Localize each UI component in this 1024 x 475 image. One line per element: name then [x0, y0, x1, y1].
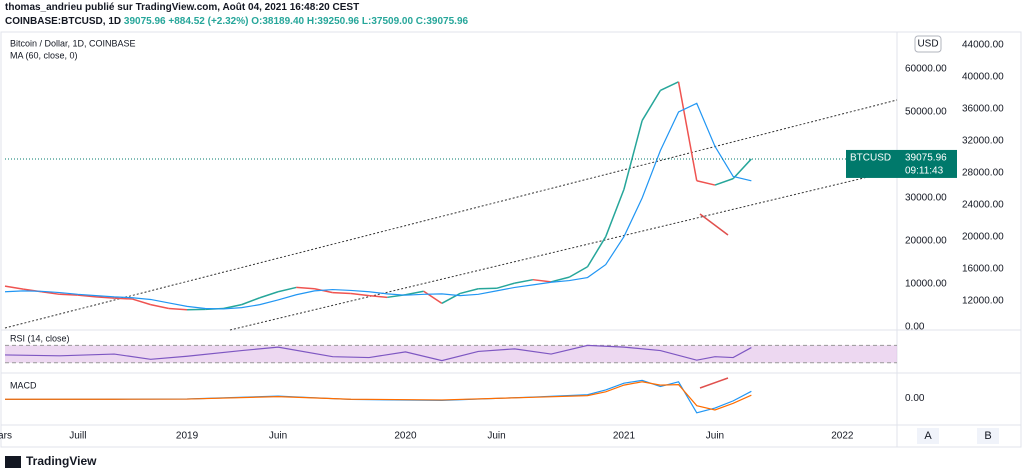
pane-title: RSI (14, close) [10, 333, 70, 343]
price-segment [114, 297, 133, 300]
y2-tick-label: 36000.00 [962, 104, 1004, 115]
x-tick-label: Juill [69, 431, 86, 442]
symbol: COINBASE:BTCUSD, 1D [5, 16, 122, 27]
price-segment [95, 296, 115, 299]
x-tick-label: 2020 [394, 431, 417, 442]
x-tick-label: 2019 [176, 431, 199, 442]
series-line [4, 344, 752, 362]
pane-title: MACD [10, 380, 37, 390]
price-segment [496, 282, 515, 290]
y2-tick-label: 12000.00 [962, 296, 1004, 307]
price-segment [223, 303, 242, 310]
price-segment [532, 278, 552, 283]
rsi-band [5, 345, 897, 363]
y-tick-label: 0.00 [905, 322, 925, 333]
channel-line [4, 99, 898, 329]
x-tick-label: 2022 [831, 431, 854, 442]
y-tick-label: 50000.00 [905, 107, 947, 118]
channel-line [229, 169, 898, 331]
x-tick-label: Juin [269, 431, 287, 442]
series-line [4, 379, 752, 414]
y2-tick-label: 20000.00 [962, 232, 1004, 243]
price-segment [168, 307, 188, 311]
y-tick-label: 60000.00 [905, 64, 947, 75]
price-segment [568, 266, 588, 278]
logo-icon [5, 456, 21, 468]
price-segment [423, 290, 443, 304]
y2-tick-label: 40000.00 [962, 72, 1004, 83]
x-tick-label: ars [0, 431, 12, 442]
price-segment [369, 294, 388, 299]
price-segment [459, 287, 479, 295]
series-line [4, 102, 752, 310]
y2-tick-label: 16000.00 [962, 264, 1004, 275]
ohlc: O:38189.40 H:39250.96 L:37509.00 C:39075… [251, 16, 469, 27]
price-segment [77, 294, 97, 298]
price-tag-value: 39075.96 [905, 153, 947, 164]
button-label[interactable]: B [984, 430, 991, 442]
price-segment [660, 81, 679, 92]
price-segment [405, 290, 424, 296]
price-segment [59, 293, 78, 296]
currency-box [914, 35, 942, 53]
price-segment [241, 297, 261, 306]
y-tick-label: 10000.00 [905, 279, 947, 290]
price-segment [41, 290, 60, 296]
y-tick-label: 30000.00 [905, 193, 947, 204]
x-tick-label: 2021 [613, 431, 636, 442]
price-tag [846, 149, 957, 178]
logo: TradingView [26, 454, 97, 468]
price-segment [586, 236, 607, 268]
price-segment [677, 81, 698, 181]
price-segment [641, 90, 661, 121]
price-tag-countdown: 09:11:43 [905, 166, 944, 177]
price-segment [132, 298, 151, 306]
arrow [699, 377, 729, 389]
price-segment [259, 291, 279, 299]
y2-tick-label: 24000.00 [962, 200, 1004, 211]
last: 39075.96 [123, 16, 166, 27]
price-segment [296, 286, 315, 290]
price-segment [605, 189, 625, 237]
change: +884.52 (+2.32%) [168, 16, 249, 27]
price-segment [732, 158, 752, 180]
button-label[interactable]: A [924, 430, 932, 442]
price-segment [150, 303, 169, 310]
arrow [699, 213, 729, 236]
y2-tick-label: 44000.00 [962, 40, 1004, 51]
author-line: thomas_andrieu publié sur TradingView.co… [5, 2, 360, 13]
price-segment [550, 276, 570, 283]
price-segment [514, 278, 534, 284]
price-segment [4, 285, 24, 290]
y2-tick-label: 32000.00 [962, 136, 1004, 147]
x-tick-label: Juin [706, 431, 724, 442]
legend-ma: MA (60, close, 0) [10, 50, 78, 60]
y-tick-label: 0.00 [905, 393, 925, 404]
price-segment [714, 177, 734, 186]
button[interactable] [917, 428, 939, 444]
price-segment [277, 286, 297, 293]
currency: USD [917, 39, 938, 50]
y2-tick-label: 28000.00 [962, 168, 1004, 179]
button[interactable] [977, 428, 999, 444]
price-segment [623, 120, 643, 190]
x-tick-label: Juin [487, 431, 505, 442]
symbol-line: COINBASE:BTCUSD, 1D 39075.96 +884.52 (+2… [5, 16, 468, 27]
series-line [5, 381, 752, 411]
price-segment [696, 180, 716, 186]
frame [0, 31, 1022, 448]
price-segment [332, 291, 351, 295]
price-tag-symbol: BTCUSD [850, 153, 891, 164]
y-tick-label: 20000.00 [905, 236, 947, 247]
price-segment [350, 292, 370, 297]
legend-title: Bitcoin / Dollar, 1D, COINBASE [10, 38, 136, 48]
